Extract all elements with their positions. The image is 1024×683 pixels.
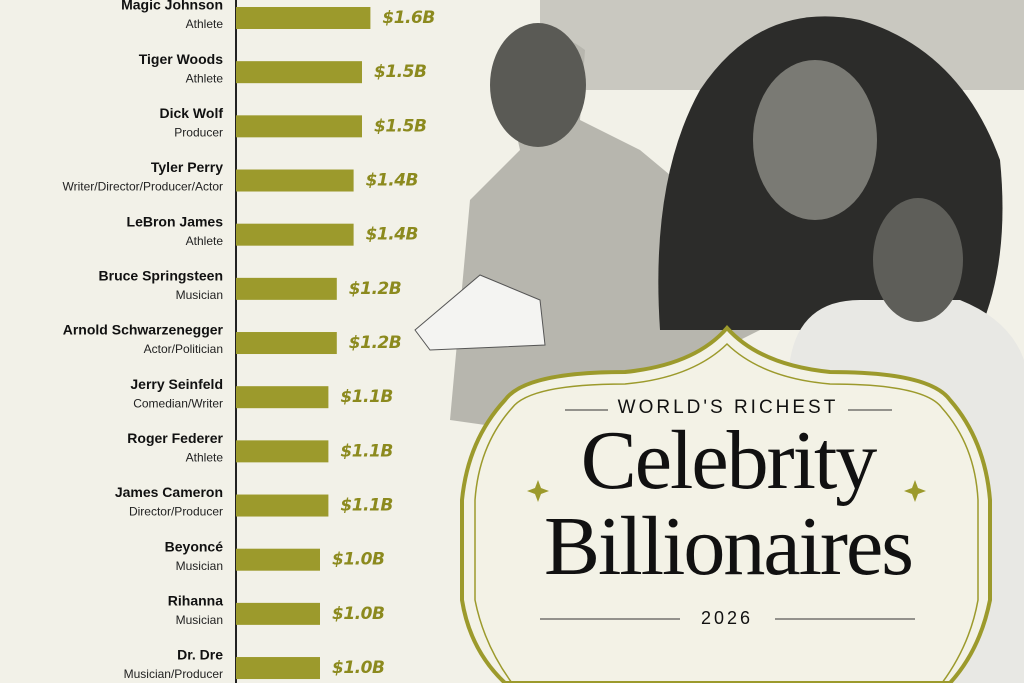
celebrity-role: Musician/Producer: [124, 667, 223, 681]
celebrity-name: Tiger Woods: [139, 51, 223, 67]
title: Celebrity Billionaires: [544, 414, 914, 593]
bar: [236, 115, 362, 138]
bars: Magic Johnson Athlete $1.6B Tiger Woods Athl…: [63, 0, 436, 681]
badge: [460, 324, 992, 683]
celebrity-role: Comedian/Writer: [133, 396, 223, 410]
value-label: $1.4B: [366, 225, 418, 245]
value-label: $1.4B: [366, 171, 418, 191]
bar: [236, 277, 337, 300]
bar: [236, 223, 354, 246]
subtitle: 2026: [700, 608, 754, 628]
bar: [236, 332, 337, 355]
celebrity-name: James Cameron: [115, 484, 223, 500]
value-label: $1.1B: [340, 387, 392, 407]
value-label: $1.1B: [340, 496, 392, 516]
celebrity-name: Rihanna: [168, 593, 223, 609]
celebrity-name: LeBron James: [127, 213, 224, 229]
celebrity-name: Roger Federer: [127, 430, 223, 446]
value-label: $1.2B: [349, 279, 401, 299]
celebrity-role: Athlete: [186, 451, 224, 465]
celebrity-name: Jerry Seinfeld: [130, 376, 223, 392]
bar: [236, 7, 371, 29]
bar: [236, 657, 320, 680]
celebrity-role: Director/Producer: [129, 505, 223, 519]
celebrity-name: Dr. Dre: [177, 647, 223, 663]
bar: [236, 386, 329, 409]
celebrity-role: Athlete: [186, 71, 224, 85]
celebrity-name: Beyoncé: [165, 538, 224, 554]
bar: [236, 548, 320, 571]
bar: [236, 169, 354, 192]
celebrity-name: Magic Johnson: [121, 0, 223, 13]
value-label: $1.2B: [349, 333, 401, 353]
value-label: $1.0B: [332, 658, 384, 678]
celebrity-name: Bruce Springsteen: [99, 268, 223, 284]
celebrity-role: Producer: [174, 126, 223, 140]
celebrity-role: Musician: [176, 559, 223, 573]
celebrity-role: Writer/Director/Producer/Actor: [63, 180, 223, 194]
celebrity-role: Actor/Politician: [144, 342, 223, 356]
value-label: $1.6B: [382, 8, 434, 28]
kicker: WORLD'S RICHEST: [617, 397, 839, 418]
bar: [236, 494, 329, 517]
bar: [236, 61, 362, 84]
value-label: $1.5B: [374, 116, 426, 136]
celebrity-role: Musician: [176, 288, 223, 302]
bar: [236, 602, 320, 625]
celebrity-role: Musician: [176, 613, 223, 627]
value-label: $1.0B: [332, 550, 384, 570]
value-label: $1.1B: [340, 441, 392, 461]
celebrity-name: Dick Wolf: [159, 105, 223, 121]
celebrity-role: Athlete: [186, 17, 224, 31]
bar: [236, 440, 329, 463]
value-label: $1.0B: [332, 604, 384, 624]
celebrity-name: Tyler Perry: [151, 159, 223, 175]
celebrity-role: Athlete: [186, 234, 224, 248]
celebrity-name: Arnold Schwarzenegger: [63, 322, 224, 338]
value-label: $1.5B: [374, 62, 426, 82]
